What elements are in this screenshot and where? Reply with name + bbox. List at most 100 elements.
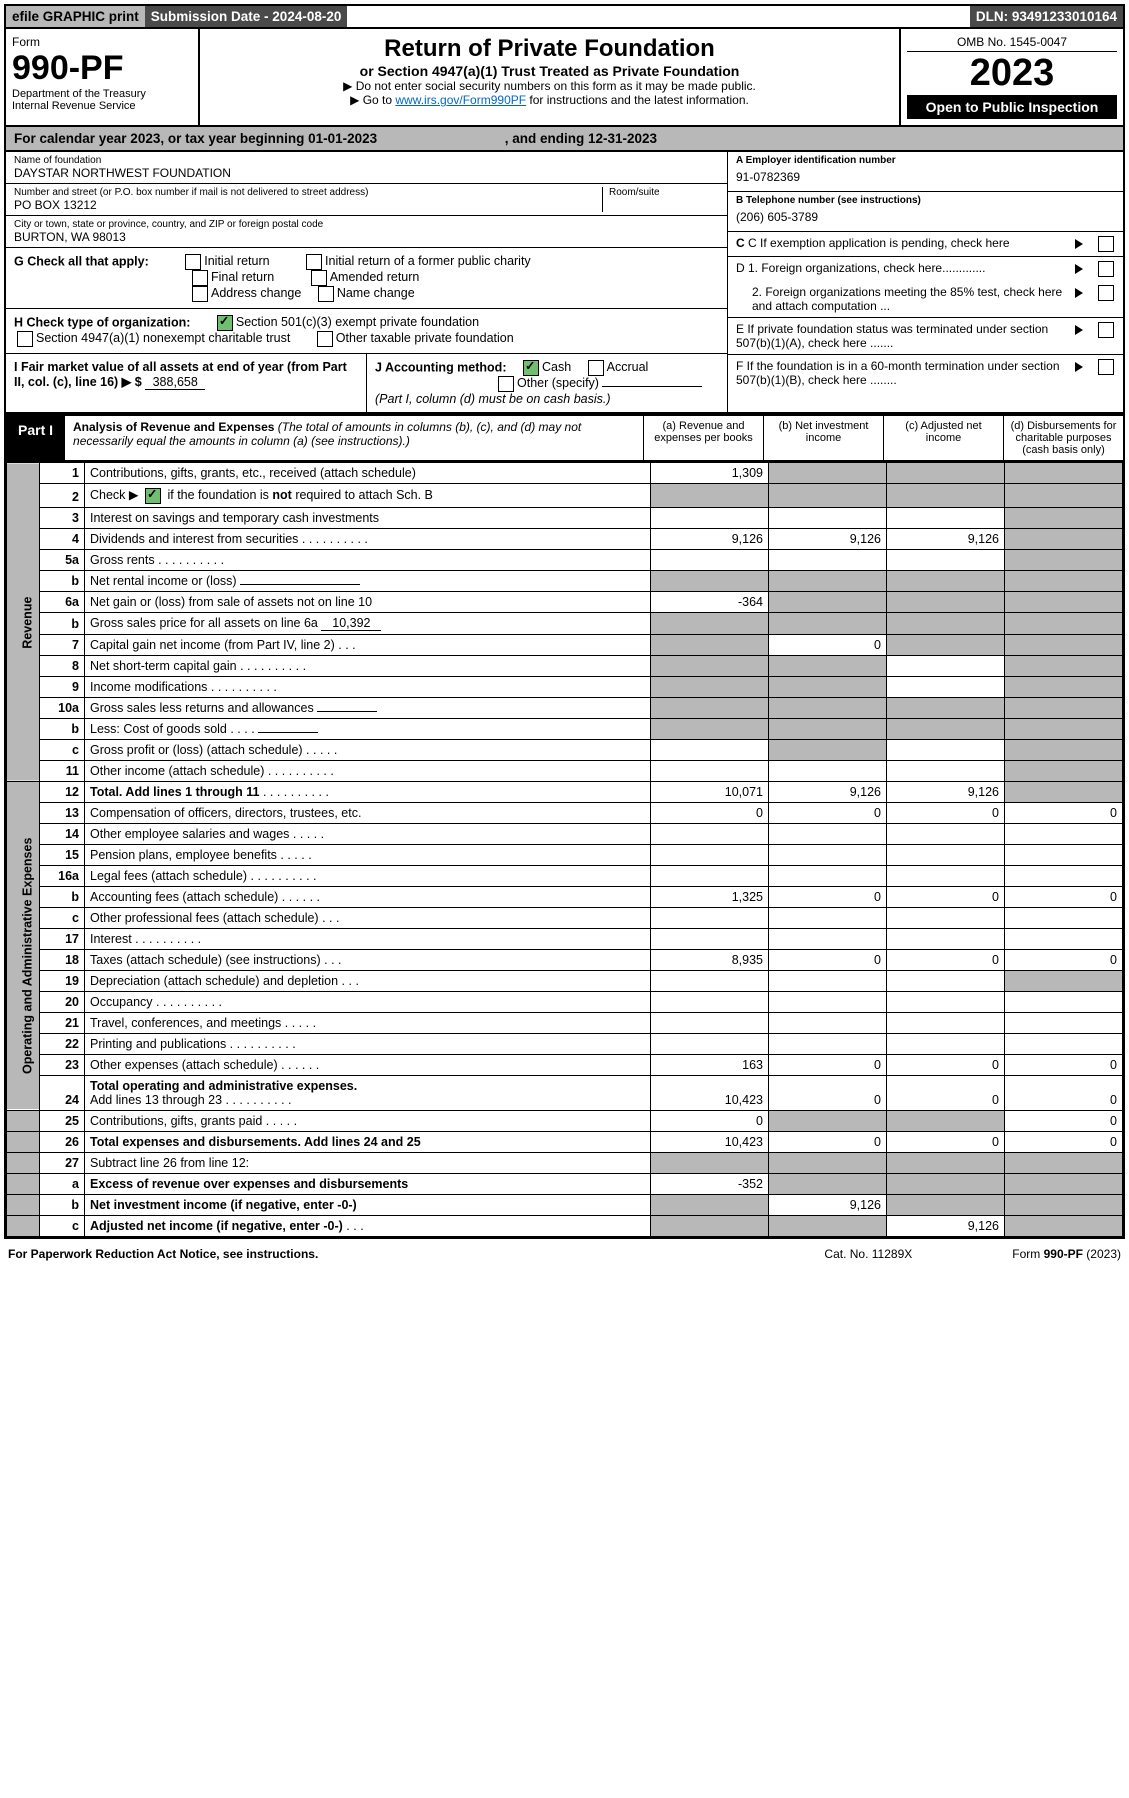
table-row: 3Interest on savings and temporary cash … <box>7 507 1123 528</box>
table-row: 5aGross rents . . . . . . . . . . <box>7 549 1123 570</box>
dept-treasury: Department of the Treasury <box>12 88 192 100</box>
table-row: 18Taxes (attach schedule) (see instructi… <box>7 949 1123 970</box>
table-row: 6aNet gain or (loss) from sale of assets… <box>7 591 1123 612</box>
form-word: Form <box>12 35 192 49</box>
table-row: Operating and Administrative Expenses 13… <box>7 802 1123 823</box>
table-row: cAdjusted net income (if negative, enter… <box>7 1215 1123 1236</box>
instr-2: ▶ Go to www.irs.gov/Form990PF for instru… <box>206 93 893 107</box>
tri-icon <box>1075 325 1083 335</box>
table-row: 17Interest . . . . . . . . . . <box>7 928 1123 949</box>
top-bar: efile GRAPHIC print Submission Date - 20… <box>6 6 1123 29</box>
table-row: 22Printing and publications . . . . . . … <box>7 1033 1123 1054</box>
cb-final[interactable] <box>192 270 208 286</box>
table-row: 8Net short-term capital gain . . . . . .… <box>7 655 1123 676</box>
col-b: (b) Net investment income <box>763 416 883 460</box>
cb-f[interactable] <box>1098 359 1114 375</box>
col-a: (a) Revenue and expenses per books <box>643 416 763 460</box>
cb-e[interactable] <box>1098 322 1114 338</box>
cb-501c3[interactable] <box>217 315 233 331</box>
d1-box: D 1. Foreign organizations, check here..… <box>728 257 1123 281</box>
table-row: 23Other expenses (attach schedule) . . .… <box>7 1054 1123 1075</box>
table-row: 4Dividends and interest from securities … <box>7 528 1123 549</box>
table-row: 7Capital gain net income (from Part IV, … <box>7 634 1123 655</box>
col-d: (d) Disbursements for charitable purpose… <box>1003 416 1123 460</box>
open-public: Open to Public Inspection <box>907 95 1117 119</box>
table-row: 9Income modifications . . . . . . . . . … <box>7 676 1123 697</box>
col-c: (c) Adjusted net income <box>883 416 1003 460</box>
i-box: I Fair market value of all assets at end… <box>6 354 367 412</box>
table-row: cOther professional fees (attach schedul… <box>7 907 1123 928</box>
tri-icon <box>1075 264 1083 274</box>
tax-year: 2023 <box>907 52 1117 95</box>
form-title: Return of Private Foundation <box>206 35 893 63</box>
table-row: bAccounting fees (attach schedule) . . .… <box>7 886 1123 907</box>
cb-other-acct[interactable] <box>498 376 514 392</box>
form-ref: Form 990-PF (2023) <box>1012 1247 1121 1261</box>
instr-1: ▶ Do not enter social security numbers o… <box>206 79 893 93</box>
e-box: E If private foundation status was termi… <box>728 318 1123 355</box>
g-check-row: G Check all that apply: Initial return I… <box>6 248 727 309</box>
table-row: 26Total expenses and disbursements. Add … <box>7 1131 1123 1152</box>
part1-table: Revenue 1Contributions, gifts, grants, e… <box>6 462 1123 1237</box>
table-row: 25Contributions, gifts, grants paid . . … <box>7 1110 1123 1131</box>
table-row: cGross profit or (loss) (attach schedule… <box>7 739 1123 760</box>
tri-icon <box>1075 288 1083 298</box>
form-subtitle: or Section 4947(a)(1) Trust Treated as P… <box>206 63 893 79</box>
table-row: 24Total operating and administrative exp… <box>7 1075 1123 1110</box>
table-row: 16aLegal fees (attach schedule) . . . . … <box>7 865 1123 886</box>
table-row: 27Subtract line 26 from line 12: <box>7 1152 1123 1173</box>
cat-no: Cat. No. 11289X <box>824 1247 912 1261</box>
table-row: 2Check ▶ if the foundation is not requir… <box>7 484 1123 508</box>
ein-box: A Employer identification number 91-0782… <box>728 152 1123 192</box>
calendar-year-row: For calendar year 2023, or tax year begi… <box>6 127 1123 152</box>
cb-name[interactable] <box>318 286 334 302</box>
efile-label[interactable]: efile GRAPHIC print <box>6 6 145 27</box>
table-row: 15Pension plans, employee benefits . . .… <box>7 844 1123 865</box>
cb-initial[interactable] <box>185 254 201 270</box>
cb-schb[interactable] <box>145 488 161 504</box>
cb-cash[interactable] <box>523 360 539 376</box>
d2-box: 2. Foreign organizations meeting the 85%… <box>728 281 1123 318</box>
irs: Internal Revenue Service <box>12 100 192 112</box>
f-box: F If the foundation is in a 60-month ter… <box>728 355 1123 391</box>
cb-d2[interactable] <box>1098 285 1114 301</box>
expenses-side: Operating and Administrative Expenses <box>7 802 40 1110</box>
c-box: C C If exemption application is pending,… <box>728 232 1123 257</box>
part1-bar: Part I Analysis of Revenue and Expenses … <box>6 414 1123 462</box>
table-row: 11Other income (attach schedule) . . . .… <box>7 760 1123 781</box>
footer: For Paperwork Reduction Act Notice, see … <box>0 1243 1129 1265</box>
table-row: Revenue 1Contributions, gifts, grants, e… <box>7 463 1123 484</box>
table-row: aExcess of revenue over expenses and dis… <box>7 1173 1123 1194</box>
form-number: 990-PF <box>12 49 192 88</box>
form-link[interactable]: www.irs.gov/Form990PF <box>395 93 526 107</box>
header-row: Form 990-PF Department of the Treasury I… <box>6 29 1123 127</box>
cb-other-tax[interactable] <box>317 331 333 347</box>
table-row: bGross sales price for all assets on lin… <box>7 612 1123 634</box>
cb-accrual[interactable] <box>588 360 604 376</box>
phone-box: B Telephone number (see instructions) (2… <box>728 192 1123 232</box>
omb: OMB No. 1545-0047 <box>907 35 1117 52</box>
name-box: Name of foundation DAYSTAR NORTHWEST FOU… <box>6 152 727 184</box>
table-row: 10aGross sales less returns and allowanc… <box>7 697 1123 718</box>
cb-4947[interactable] <box>17 331 33 347</box>
table-row: 21Travel, conferences, and meetings . . … <box>7 1012 1123 1033</box>
tri-icon <box>1075 239 1083 249</box>
table-row: 20Occupancy . . . . . . . . . . <box>7 991 1123 1012</box>
cb-address[interactable] <box>192 286 208 302</box>
cb-d1[interactable] <box>1098 261 1114 277</box>
table-row: bNet investment income (if negative, ent… <box>7 1194 1123 1215</box>
cb-c[interactable] <box>1098 236 1114 252</box>
table-row: bNet rental income or (loss) <box>7 570 1123 591</box>
table-row: bLess: Cost of goods sold . . . . <box>7 718 1123 739</box>
table-row: 12Total. Add lines 1 through 11 . . . . … <box>7 781 1123 802</box>
table-row: 14Other employee salaries and wages . . … <box>7 823 1123 844</box>
revenue-side: Revenue <box>7 463 40 782</box>
submission-date: Submission Date - 2024-08-20 <box>145 6 348 27</box>
dln: DLN: 93491233010164 <box>970 6 1123 27</box>
paperwork-notice: For Paperwork Reduction Act Notice, see … <box>8 1247 318 1261</box>
cb-initial-former[interactable] <box>306 254 322 270</box>
tri-icon <box>1075 362 1083 372</box>
cb-amended[interactable] <box>311 270 327 286</box>
address-box: Number and street (or P.O. box number if… <box>6 184 727 216</box>
table-row: 19Depreciation (attach schedule) and dep… <box>7 970 1123 991</box>
